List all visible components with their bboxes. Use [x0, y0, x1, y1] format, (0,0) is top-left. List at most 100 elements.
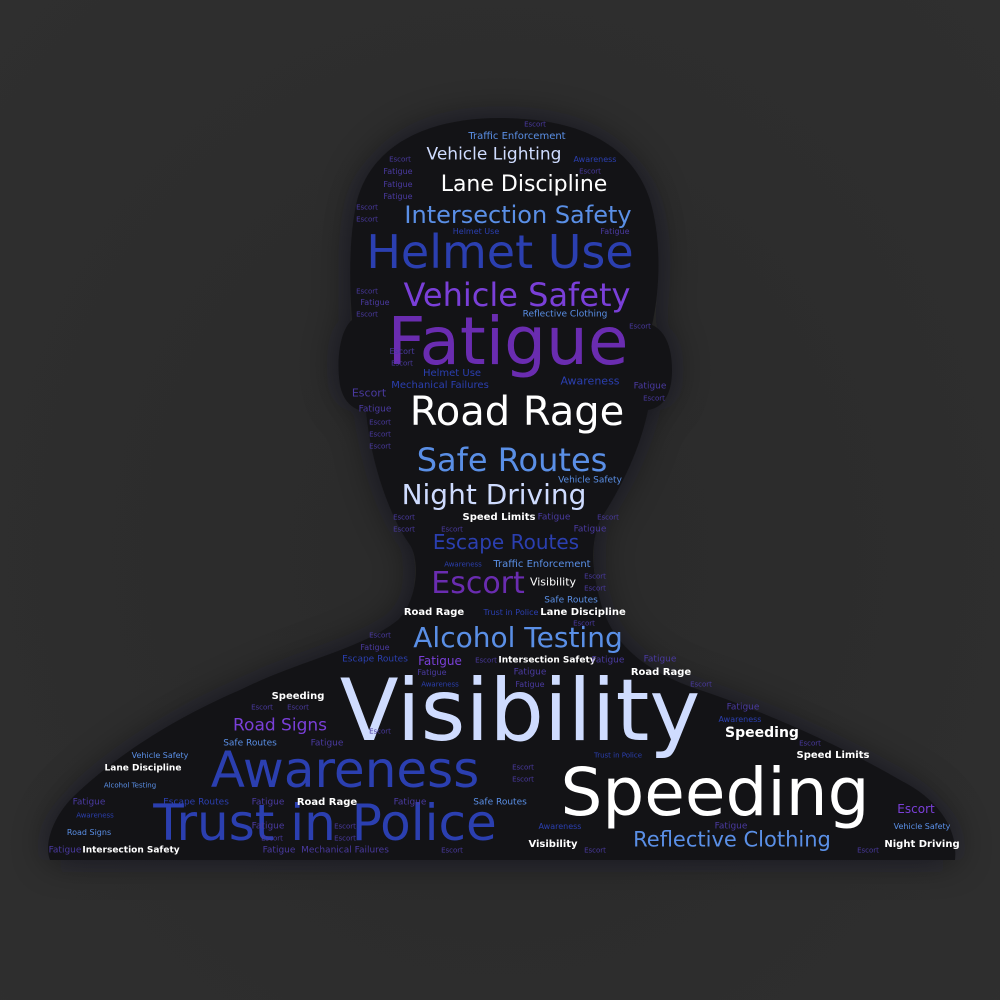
word-visibility-small: Visibility: [529, 575, 577, 589]
word-trust-in-police-small: Trust in Police: [483, 608, 539, 617]
word-speeding: Speeding: [560, 754, 870, 831]
word-night-driving: Night Driving: [401, 478, 587, 511]
word-escape-routes: Escape Routes: [432, 530, 580, 554]
word-escort-tiny-3: Escort: [356, 215, 378, 224]
word-intersection-safety-small-2: Intersection Safety: [82, 845, 180, 856]
word-fatigue: Fatigue: [387, 303, 629, 380]
word-awareness-small: Awareness: [560, 374, 620, 388]
word-escort-tiny-26: Escort: [287, 703, 309, 712]
word-vehicle-lighting: Vehicle Lighting: [426, 144, 562, 165]
word-escort-tiny-24: Escort: [690, 680, 712, 689]
word-reflective-clothing-small: Reflective Clothing: [522, 309, 608, 320]
word-escort-tiny-16: Escort: [393, 525, 415, 534]
word-road-rage-small: Road Rage: [403, 607, 465, 618]
word-vehicle-safety-small-2: Vehicle Safety: [131, 751, 189, 760]
word-alcohol-testing-small: Alcohol Testing: [103, 781, 157, 790]
word-escort-tiny-28: Escort: [799, 739, 821, 748]
word-escort: Escort: [431, 566, 525, 601]
word-safe-routes-small-2: Safe Routes: [223, 738, 277, 749]
word-awareness-tiny-3: Awareness: [76, 811, 114, 820]
word-escape-routes-small-2: Escape Routes: [163, 797, 229, 808]
word-fatigue-small-10: Fatigue: [310, 738, 344, 749]
word-escort-tiny-36: Escort: [857, 846, 879, 855]
word-escort-tiny-15: Escort: [393, 513, 415, 522]
word-road-rage-small-3: Road Rage: [296, 797, 358, 808]
word-escort-tiny-30: Escort: [512, 775, 534, 784]
word-escort-tiny-18: Escort: [597, 513, 619, 522]
word-helmet-use: Helmet Use: [366, 225, 634, 279]
word-fatigue-tiny-6: Fatigue: [360, 643, 390, 652]
word-escort-tiny-23: Escort: [475, 656, 497, 665]
word-escort-tiny-20: Escort: [584, 584, 606, 593]
word-fatigue-small-8: Fatigue: [513, 667, 547, 678]
word-mechanical-failures-small-2: Mechanical Failures: [301, 845, 389, 856]
word-escort-tiny-4: Escort: [579, 167, 601, 176]
word-lane-discipline-small: Lane Discipline: [540, 607, 626, 618]
word-fatigue-small-13: Fatigue: [393, 797, 427, 808]
word-traffic-enforcement: Traffic Enforcement: [468, 131, 566, 142]
word-vehicle-safety-small-3: Vehicle Safety: [893, 822, 951, 831]
word-awareness-small-3: Awareness: [718, 715, 762, 724]
word-escort-tiny: Escort: [389, 155, 411, 164]
word-fatigue-small-14: Fatigue: [251, 821, 285, 832]
silhouette-body: [48, 118, 956, 860]
word-lane-discipline-small-2: Lane Discipline: [104, 763, 182, 774]
word-escort-tiny-8: Escort: [629, 322, 651, 331]
word-fatigue-small: Fatigue: [633, 381, 667, 392]
word-awareness-tiny: Awareness: [573, 155, 617, 164]
word-escort-tiny-6: Escort: [356, 287, 378, 296]
word-fatigue-small-17: Fatigue: [262, 845, 296, 856]
word-escort-tiny-32: Escort: [261, 834, 283, 843]
word-awareness-tiny-4: Awareness: [538, 822, 582, 831]
word-escort-tiny-14: Escort: [369, 442, 391, 451]
word-fatigue-small-9: Fatigue: [726, 702, 760, 713]
word-fatigue-small-2: Fatigue: [358, 404, 392, 415]
word-helmet-use-small: Helmet Use: [422, 368, 482, 379]
word-traffic-enforcement-small: Traffic Enforcement: [493, 559, 591, 570]
word-fatigue-small-12: Fatigue: [251, 797, 285, 808]
word-fatigue-small-15: Fatigue: [714, 821, 748, 832]
word-intersection-safety-small: Intersection Safety: [498, 655, 596, 666]
word-escort-tiny-7: Escort: [356, 310, 378, 319]
word-mechanical-failures-small: Mechanical Failures: [391, 380, 489, 391]
word-lane-discipline: Lane Discipline: [440, 172, 608, 197]
word-night-driving-small: Night Driving: [884, 839, 960, 850]
word-escort-small-2: Escort: [897, 802, 935, 816]
word-escape-routes-small: Escape Routes: [342, 654, 408, 665]
word-road-rage-small-2: Road Rage: [630, 667, 692, 678]
word-fatigue-tiny-3: Fatigue: [383, 192, 413, 201]
word-fatigue-tiny-4: Fatigue: [600, 227, 630, 236]
word-visibility: Visibility: [339, 661, 701, 761]
word-safe-routes-small: Safe Routes: [544, 595, 598, 606]
word-escort-tiny-9: Escort: [389, 347, 415, 356]
word-escort-tiny-25: Escort: [251, 703, 273, 712]
word-trust-in-police: Trust in Police: [153, 794, 497, 852]
word-escort-small: Escort: [351, 386, 387, 400]
word-fatigue-tiny: Fatigue: [383, 167, 413, 176]
word-fatigue-small-11: Fatigue: [72, 797, 106, 808]
word-fatigue-small-7: Fatigue: [643, 654, 677, 665]
word-vehicle-safety: Vehicle Safety: [403, 276, 631, 314]
word-escort-tiny-13: Escort: [369, 430, 391, 439]
word-escort-tiny-22: Escort: [573, 619, 595, 628]
word-speed-limits-small-2: Speed Limits: [796, 750, 870, 761]
word-fatigue-small-16: Fatigue: [48, 845, 82, 856]
word-road-signs: Road Signs: [233, 715, 327, 736]
word-escort-tiny-33: Escort: [334, 834, 356, 843]
word-fatigue-tiny-8: Fatigue: [515, 680, 545, 689]
word-fatigue-small-5: Fatigue: [418, 654, 462, 668]
word-vehicle-safety-small: Vehicle Safety: [558, 475, 622, 486]
word-safe-routes: Safe Routes: [416, 441, 608, 479]
word-fatigue-small-6: Fatigue: [591, 655, 625, 666]
word-escort-tiny-19: Escort: [584, 572, 606, 581]
word-escort-tiny-17: Escort: [441, 525, 463, 534]
word-escort-tiny-31: Escort: [334, 822, 356, 831]
word-escort-tiny-11: Escort: [643, 394, 665, 403]
word-trust-in-police-tiny: Trust in Police: [593, 751, 643, 760]
word-road-rage: Road Rage: [409, 389, 625, 435]
word-escort-tiny-35: Escort: [441, 846, 463, 855]
word-alcohol-testing: Alcohol Testing: [413, 621, 623, 654]
word-speed-limits-small: Speed Limits: [462, 512, 536, 523]
